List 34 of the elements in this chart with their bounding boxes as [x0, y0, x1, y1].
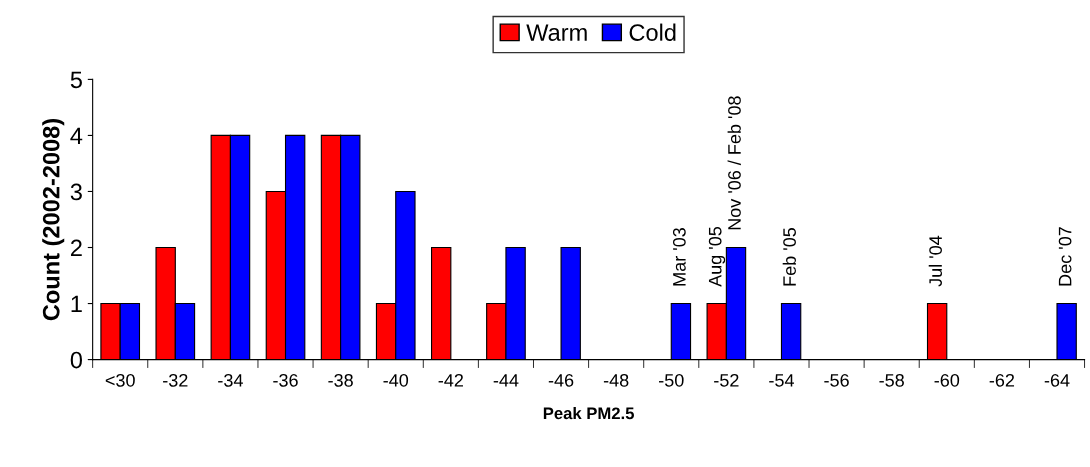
legend-label: Cold	[629, 23, 676, 41]
legend-label: Warm	[526, 24, 587, 41]
x-tick-label: -52	[714, 373, 739, 387]
annotation: Dec '07	[1058, 227, 1072, 286]
y-tick-label: 0	[70, 351, 83, 369]
x-tick-label: -50	[659, 373, 684, 387]
x-tick-label: -38	[328, 373, 353, 387]
x-tick-label: -36	[273, 373, 298, 387]
annotation: Feb '05	[782, 227, 796, 286]
x-tick-label: -42	[438, 373, 463, 387]
x-tick-label: -64	[1044, 373, 1070, 387]
annotation: Mar '03	[672, 228, 686, 286]
y-tick-label: 3	[70, 183, 82, 201]
y-tick-label: 5	[70, 71, 82, 89]
x-tick-label: -48	[603, 373, 629, 387]
x-tick-label: -34	[218, 373, 243, 387]
x-tick-label: <30	[105, 373, 135, 387]
x-tick-label: -58	[879, 373, 904, 387]
x-tick-label: -62	[989, 373, 1015, 387]
y-tick-label: 4	[70, 127, 83, 144]
x-tick-label: -32	[163, 373, 188, 387]
x-tick-label: -46	[548, 373, 574, 387]
y-axis-title: Count (2002-2008)	[42, 118, 65, 321]
x-axis-title: Peak PM2.5	[543, 406, 634, 420]
y-tick-label: 1	[71, 295, 82, 313]
annotation: Jul '04	[928, 235, 942, 287]
annotation: Aug '05	[708, 226, 726, 287]
x-tick-label: -56	[824, 373, 849, 387]
x-tick-label: -54	[769, 374, 794, 387]
annotation: Nov '06 / Feb '08	[727, 96, 741, 230]
x-tick-label: -60	[934, 373, 960, 387]
y-tick-label: 2	[70, 239, 82, 257]
x-tick-label: -44	[493, 374, 519, 387]
x-tick-label: -40	[383, 373, 409, 387]
